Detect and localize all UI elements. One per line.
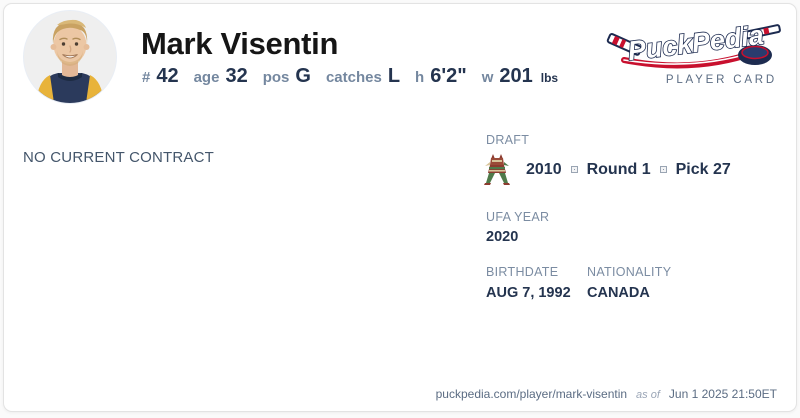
bio-row: BIRTHDATE AUG 7, 1992 NATIONALITY CANADA: [486, 265, 671, 301]
stat-value: 32: [225, 65, 248, 87]
birthdate-label: BIRTHDATE: [486, 265, 559, 279]
coyotes-logo-icon: [484, 154, 510, 185]
player-card: Mark Visentin # 42 age 32 pos G catches …: [3, 3, 797, 412]
stat-label: #: [142, 69, 151, 86]
stat-height: h 6'2": [415, 65, 467, 88]
draft-section-label: DRAFT: [486, 133, 530, 147]
puckpedia-logo-icon: PuckPedia: [606, 19, 781, 69]
draft-pick: Pick 27: [675, 160, 731, 178]
stat-label: catches: [325, 69, 382, 86]
player-card-tagline: PLAYER CARD: [665, 74, 777, 86]
stat-value: 42: [156, 65, 179, 87]
snapshot-timestamp: Jun 1 2025 21:50ET: [668, 387, 777, 401]
draft-info-row: 2010 Round 1 Pick 27: [483, 153, 731, 186]
stat-label: age: [193, 69, 220, 86]
player-page-url[interactable]: puckpedia.com/player/mark-visentin: [435, 387, 628, 401]
stat-unit: lbs: [540, 71, 559, 85]
stat-label: w: [481, 69, 494, 86]
nationality-value: CANADA: [587, 285, 650, 301]
stat-value: 201: [499, 65, 533, 87]
stat-value: 6'2": [430, 65, 467, 87]
birthdate-block: BIRTHDATE AUG 7, 1992: [486, 265, 587, 301]
stat-jersey-number: # 42: [142, 65, 179, 88]
player-headshot: [24, 11, 116, 103]
draft-details: 2010 Round 1 Pick 27: [526, 161, 731, 179]
nationality-block: NATIONALITY CANADA: [587, 265, 671, 301]
stat-position: pos G: [263, 65, 311, 88]
ufa-year-label: UFA YEAR: [486, 210, 550, 224]
card-footer: puckpedia.com/player/mark-visentin as of…: [436, 387, 777, 401]
nationality-label: NATIONALITY: [587, 265, 672, 279]
player-headshot-image: [24, 11, 116, 103]
birthdate-value: AUG 7, 1992: [486, 285, 571, 301]
draft-year: 2010: [526, 160, 562, 178]
stat-label: pos: [262, 69, 290, 86]
separator-icon: [659, 166, 667, 173]
stat-weight: w 201 lbs: [482, 65, 558, 88]
separator-icon: [570, 166, 578, 173]
draft-round: Round 1: [586, 160, 651, 178]
as-of-label: as of: [636, 389, 660, 401]
stat-catches: catches L: [326, 65, 400, 88]
stat-age: age 32: [194, 65, 248, 88]
contract-status: NO CURRENT CONTRACT: [23, 149, 215, 166]
stat-value: L: [387, 65, 401, 87]
stat-label: h: [415, 69, 425, 86]
ufa-year-value: 2020: [486, 229, 519, 245]
player-name: Mark Visentin: [141, 26, 339, 61]
puckpedia-logo[interactable]: PuckPedia: [604, 18, 782, 70]
player-stats: # 42 age 32 pos G catches L h 6'2" w 201…: [142, 65, 558, 88]
stat-value: G: [295, 65, 311, 87]
